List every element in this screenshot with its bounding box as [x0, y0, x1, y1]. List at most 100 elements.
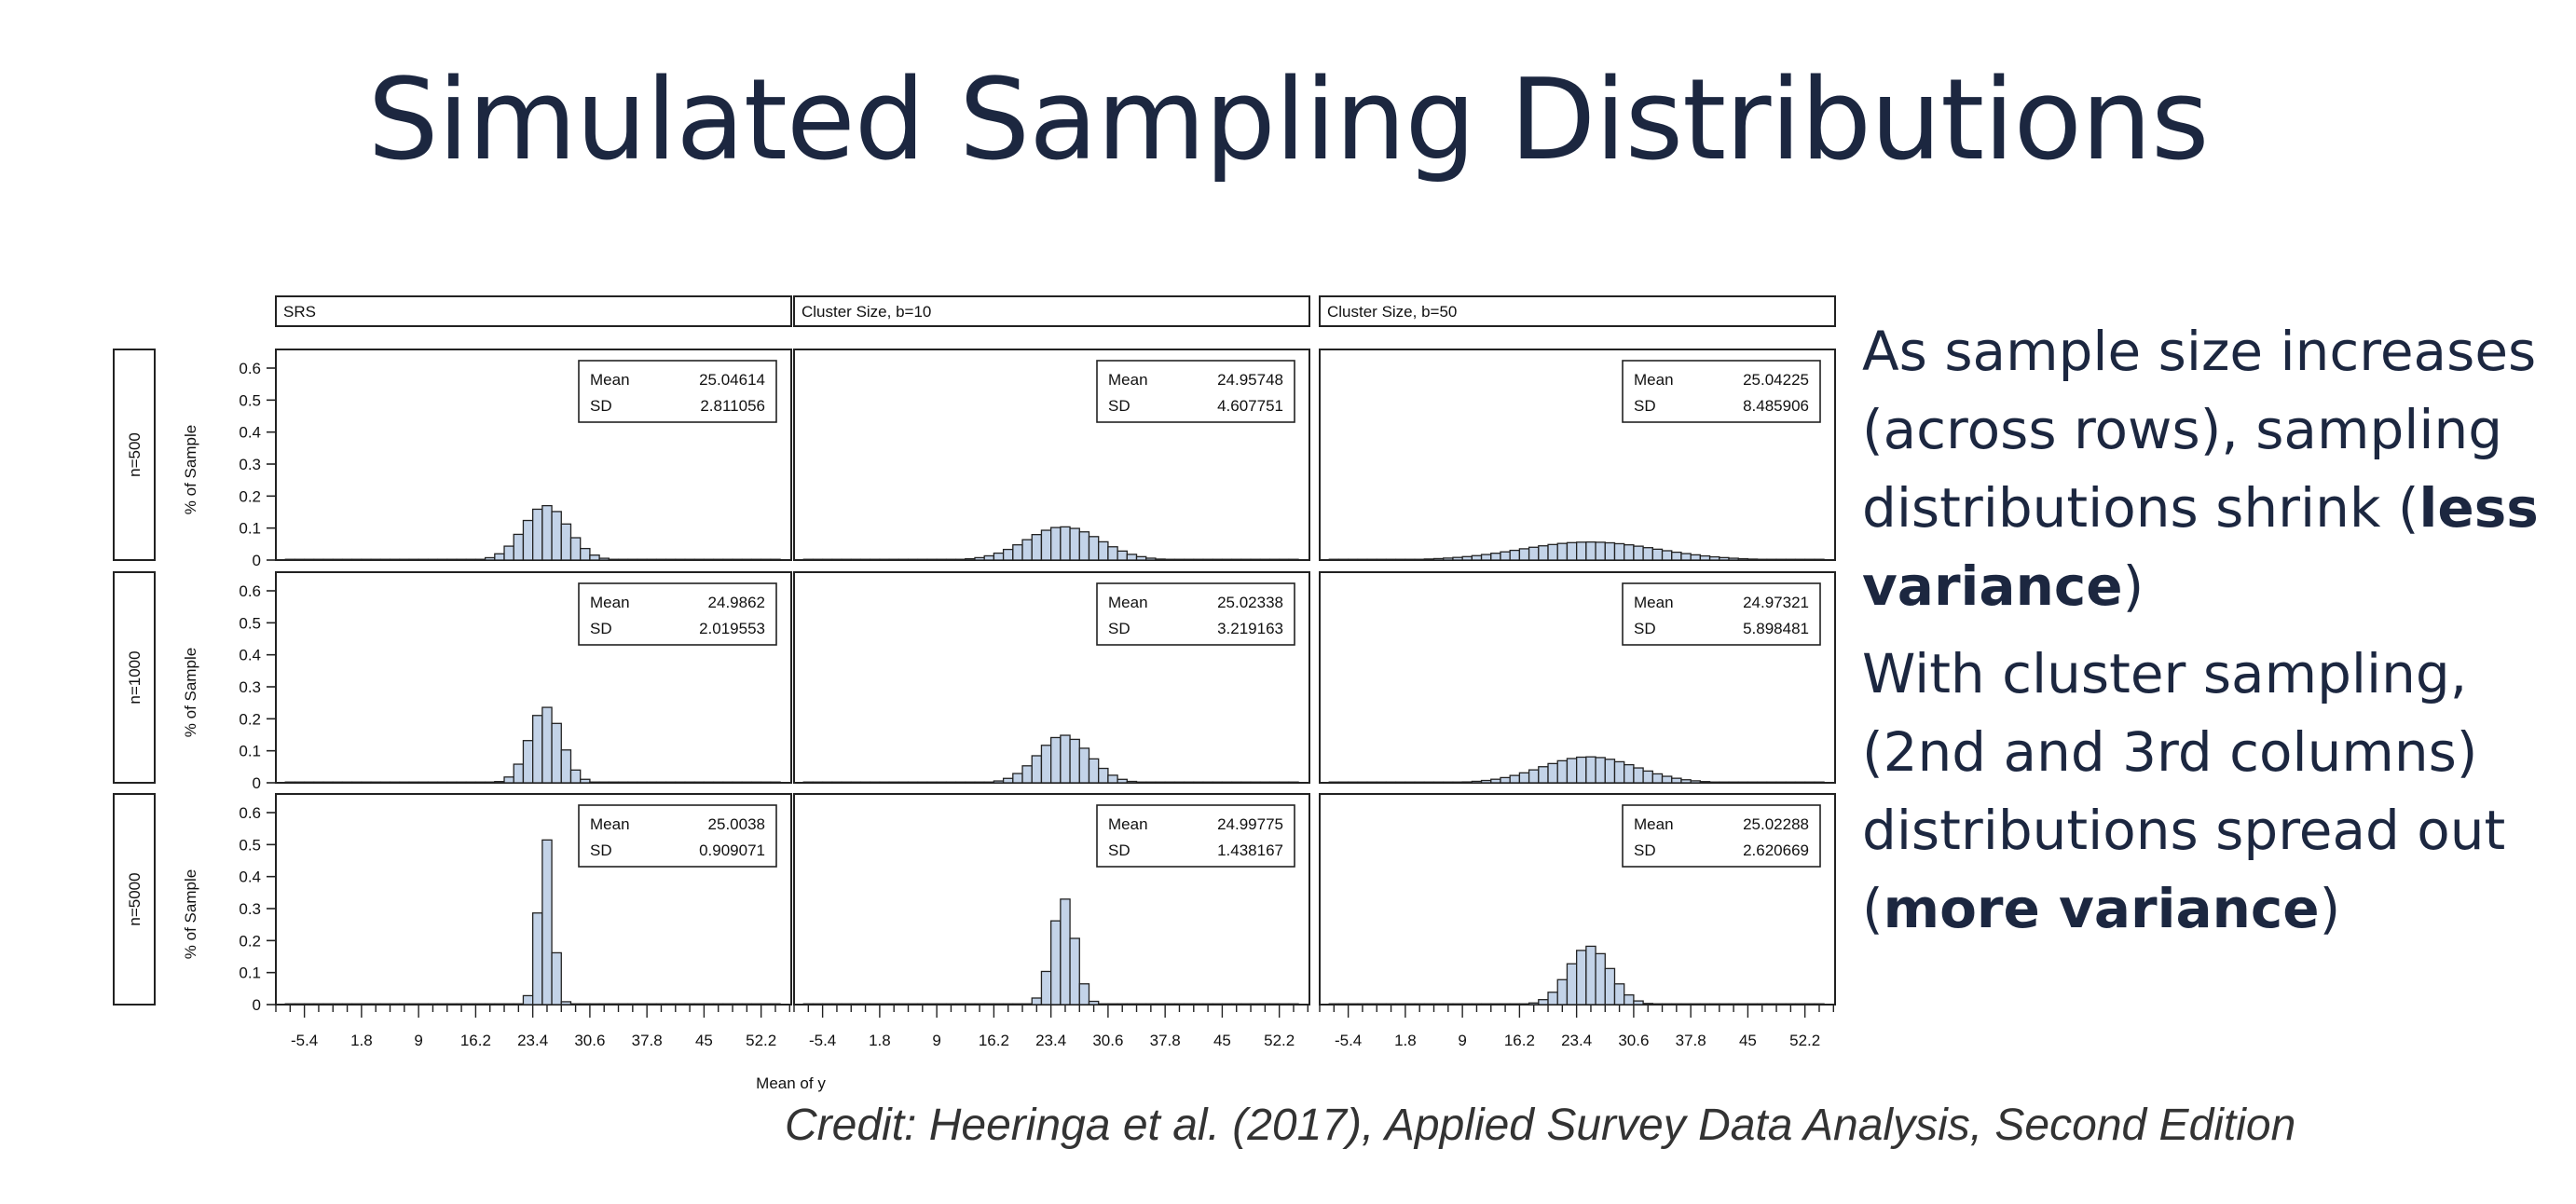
histogram-bar — [655, 1003, 667, 1006]
histogram-bar — [665, 558, 677, 561]
histogram-bar — [750, 558, 762, 561]
x-tick-label: -5.4 — [1335, 1032, 1362, 1049]
stats-sd-label: SD — [1634, 841, 1656, 859]
histogram-bar — [1500, 776, 1511, 784]
histogram-bar — [484, 556, 496, 561]
histogram-bar — [1202, 558, 1213, 561]
histogram-bar — [389, 1003, 401, 1006]
histogram-bar — [646, 781, 658, 784]
histogram-bar — [1395, 558, 1406, 561]
histogram-bar — [1585, 756, 1596, 784]
note-sample-size-text: As sample size increases (across rows), … — [1862, 320, 2537, 540]
histogram-bar — [294, 558, 306, 561]
histogram-bar — [1452, 781, 1463, 784]
histogram-bar — [494, 781, 505, 784]
histogram-bar — [1202, 781, 1213, 784]
histogram-bar — [303, 781, 315, 784]
histogram-bar — [1756, 558, 1768, 561]
histogram-bar — [1461, 555, 1473, 561]
histogram-bar — [1528, 546, 1540, 561]
x-tick-label: 45 — [1739, 1032, 1757, 1049]
x-tick-label: 37.8 — [632, 1032, 663, 1049]
column-header-label: SRS — [283, 303, 316, 321]
histogram-bar — [1366, 781, 1377, 784]
histogram-bar — [1337, 781, 1350, 784]
histogram-bar — [1708, 1003, 1720, 1006]
histogram-bar — [503, 776, 514, 784]
histogram-bar — [617, 1003, 629, 1006]
histogram-bar — [831, 781, 843, 784]
histogram-bar — [888, 1003, 899, 1006]
histogram-bar — [897, 781, 910, 784]
histogram-bar — [983, 1003, 995, 1006]
histogram-bar — [1347, 781, 1359, 784]
histogram-bar — [418, 781, 430, 784]
histogram-bar — [1021, 765, 1033, 784]
histogram-bar — [1538, 766, 1549, 784]
note-more-variance: more variance — [1883, 877, 2320, 940]
histogram-bar — [1173, 1003, 1185, 1006]
histogram-bar — [1661, 775, 1673, 784]
histogram-bar — [1500, 1003, 1511, 1006]
histogram-bar — [954, 781, 966, 784]
histogram-bar — [1357, 781, 1368, 784]
histogram-bar — [637, 1003, 648, 1006]
histogram-bar — [1357, 558, 1368, 561]
histogram-bar — [370, 1003, 381, 1006]
histogram-bar — [1719, 1003, 1730, 1006]
histogram-bar — [1432, 1003, 1445, 1006]
histogram-bar — [655, 558, 667, 561]
histogram-bar — [732, 781, 743, 784]
histogram-bar — [1212, 1003, 1224, 1006]
histogram-bar — [1661, 550, 1673, 561]
histogram-bar — [1794, 781, 1806, 784]
histogram-bar — [418, 558, 430, 561]
stats-mean-label: Mean — [1634, 594, 1674, 611]
histogram-bar — [1490, 1003, 1501, 1006]
histogram-bar — [1193, 558, 1204, 561]
histogram-bar — [399, 781, 410, 784]
histogram-bar — [831, 558, 843, 561]
histogram-bar — [1164, 1003, 1176, 1006]
histogram-bar — [750, 1003, 762, 1006]
x-tick-label: 23.4 — [1561, 1032, 1592, 1049]
histogram-bar — [503, 1003, 514, 1006]
histogram-bar — [1509, 549, 1521, 561]
histogram-bar — [1288, 781, 1299, 784]
histogram-bar — [1193, 781, 1204, 784]
histogram-bar — [1642, 770, 1653, 784]
histogram-bar — [693, 781, 706, 784]
histogram-bar — [1366, 558, 1377, 561]
histogram-bar — [1385, 558, 1397, 561]
stats-mean-value: 25.04225 — [1743, 371, 1809, 389]
histogram-bar — [888, 558, 899, 561]
histogram-bar — [1395, 781, 1406, 784]
histogram-bar — [703, 558, 715, 561]
histogram-bar — [859, 781, 871, 784]
histogram-bar — [446, 558, 458, 561]
histogram-bar — [1576, 950, 1587, 1006]
histogram-bar — [341, 1003, 353, 1006]
y-tick-label: 0.1 — [239, 965, 261, 982]
histogram-bar — [1595, 541, 1606, 561]
histogram-bar — [361, 1003, 372, 1006]
histogram-bar — [436, 1003, 448, 1006]
slide-title: Simulated Sampling Distributions — [367, 56, 2210, 185]
histogram-bar — [1737, 1003, 1749, 1006]
histogram-bar — [361, 558, 372, 561]
histogram-bar — [351, 781, 363, 784]
histogram-bar — [1814, 781, 1825, 784]
histogram-bar — [303, 1003, 315, 1006]
histogram-bar — [1651, 773, 1664, 784]
histogram-bar — [1098, 1003, 1109, 1006]
histogram-bar — [1259, 781, 1271, 784]
histogram-bar — [1414, 1003, 1425, 1006]
histogram-bar — [879, 1003, 890, 1006]
histogram-bar — [1528, 1002, 1540, 1006]
histogram-bar — [1651, 548, 1664, 561]
y-tick-label: 0.2 — [239, 710, 261, 728]
x-tick-label: 30.6 — [1092, 1032, 1123, 1049]
x-tick-label: 1.8 — [869, 1032, 891, 1049]
histogram-bar — [1050, 527, 1062, 561]
histogram-bar — [1775, 781, 1787, 784]
